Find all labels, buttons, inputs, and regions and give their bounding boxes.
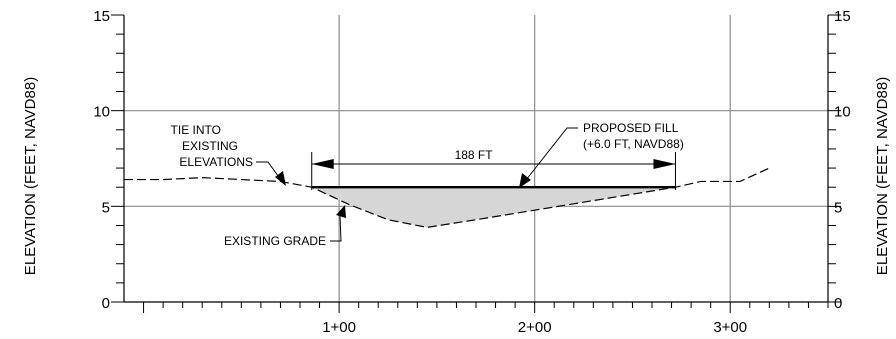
series-layer [124,167,770,228]
x-tick-label: 2+00 [518,319,552,336]
y-tick-label-left: 15 [93,8,110,25]
y-tick-label-right: 15 [834,8,851,25]
y-axis-title-left: ELEVATION (FEET, NAVD88) [22,77,39,275]
grade-leader [330,215,342,242]
x-tick-label: 1+00 [322,319,356,336]
dimension-arrow-left [311,159,334,169]
tie-arrowhead [275,171,286,186]
tie-label-line2: EXISTING [182,139,238,153]
y-axis-title-right: ELEVATION (FEET, NAVD88) [874,77,891,275]
y-tick-label-right: 10 [834,104,851,121]
dimension-label: 188 FT [455,148,494,162]
y-tick-label-right: 0 [834,295,842,312]
grade-arrowhead [336,205,346,218]
fill-leader [525,127,578,181]
y-tick-label-left: 10 [93,104,110,121]
existing-grade-line [124,167,770,228]
grade-label: EXISTING GRADE [224,234,326,248]
fill-label-line2: (+6.0 FT, NAVD88) [583,137,684,151]
axes: 0 0 5 5 10 10 15 15 1+00 2+00 3+00 ELEVATION (FEET,… [22,8,891,336]
tie-leader [256,161,282,181]
y-tick-label-right: 5 [834,199,842,216]
y-tick-label-left: 5 [102,199,110,216]
fill-arrowhead [519,173,531,188]
y-tick-label-left: 0 [102,295,110,312]
tie-label-line3: ELEVATIONS [179,155,253,169]
dimension-arrow-right [653,159,676,169]
x-tick-label: 3+00 [713,319,747,336]
tie-label-line1: TIE INTO [171,123,221,137]
fill-label-line1: PROPOSED FILL [583,121,679,135]
fill-area [311,187,676,228]
annotation-layer: 188 FT TIE INTO EXISTING ELEVATIONS PROPOSED… [171,121,684,248]
